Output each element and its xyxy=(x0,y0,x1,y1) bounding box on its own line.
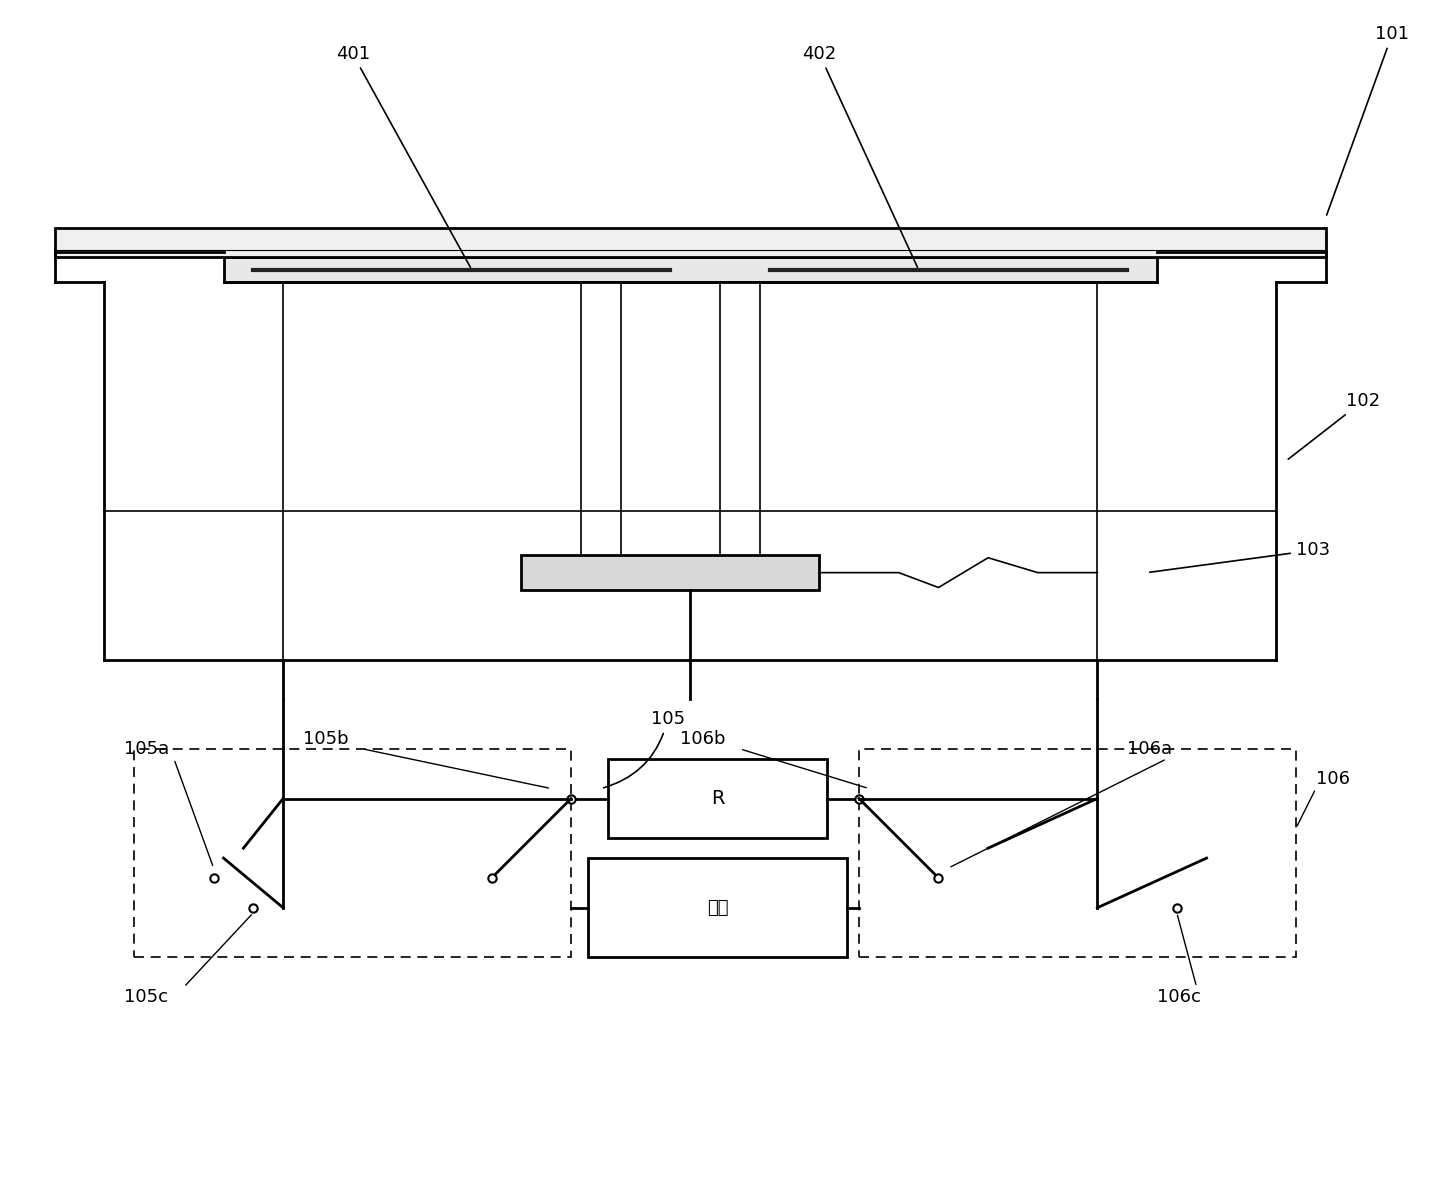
Text: R: R xyxy=(711,789,724,808)
Text: 106a: 106a xyxy=(1127,740,1172,758)
Text: 106: 106 xyxy=(1316,769,1350,788)
Text: 电源: 电源 xyxy=(707,899,728,917)
Bar xyxy=(608,759,827,838)
Text: 105b: 105b xyxy=(303,730,348,748)
Bar xyxy=(134,749,571,957)
Text: 103: 103 xyxy=(1150,542,1329,572)
Text: 401: 401 xyxy=(335,45,471,268)
Text: 105: 105 xyxy=(604,710,685,788)
Text: 105a: 105a xyxy=(124,740,169,758)
Bar xyxy=(224,257,1157,282)
Text: 402: 402 xyxy=(802,45,918,267)
Bar xyxy=(581,282,621,560)
Text: 101: 101 xyxy=(1327,25,1409,215)
Bar xyxy=(720,282,760,560)
Bar xyxy=(55,228,1325,257)
Bar xyxy=(522,556,819,590)
Text: 102: 102 xyxy=(1287,392,1380,459)
Text: 106c: 106c xyxy=(1157,988,1201,1007)
Bar xyxy=(858,749,1296,957)
Bar xyxy=(588,858,847,957)
Text: 106b: 106b xyxy=(681,730,725,748)
Text: 105c: 105c xyxy=(124,988,168,1007)
